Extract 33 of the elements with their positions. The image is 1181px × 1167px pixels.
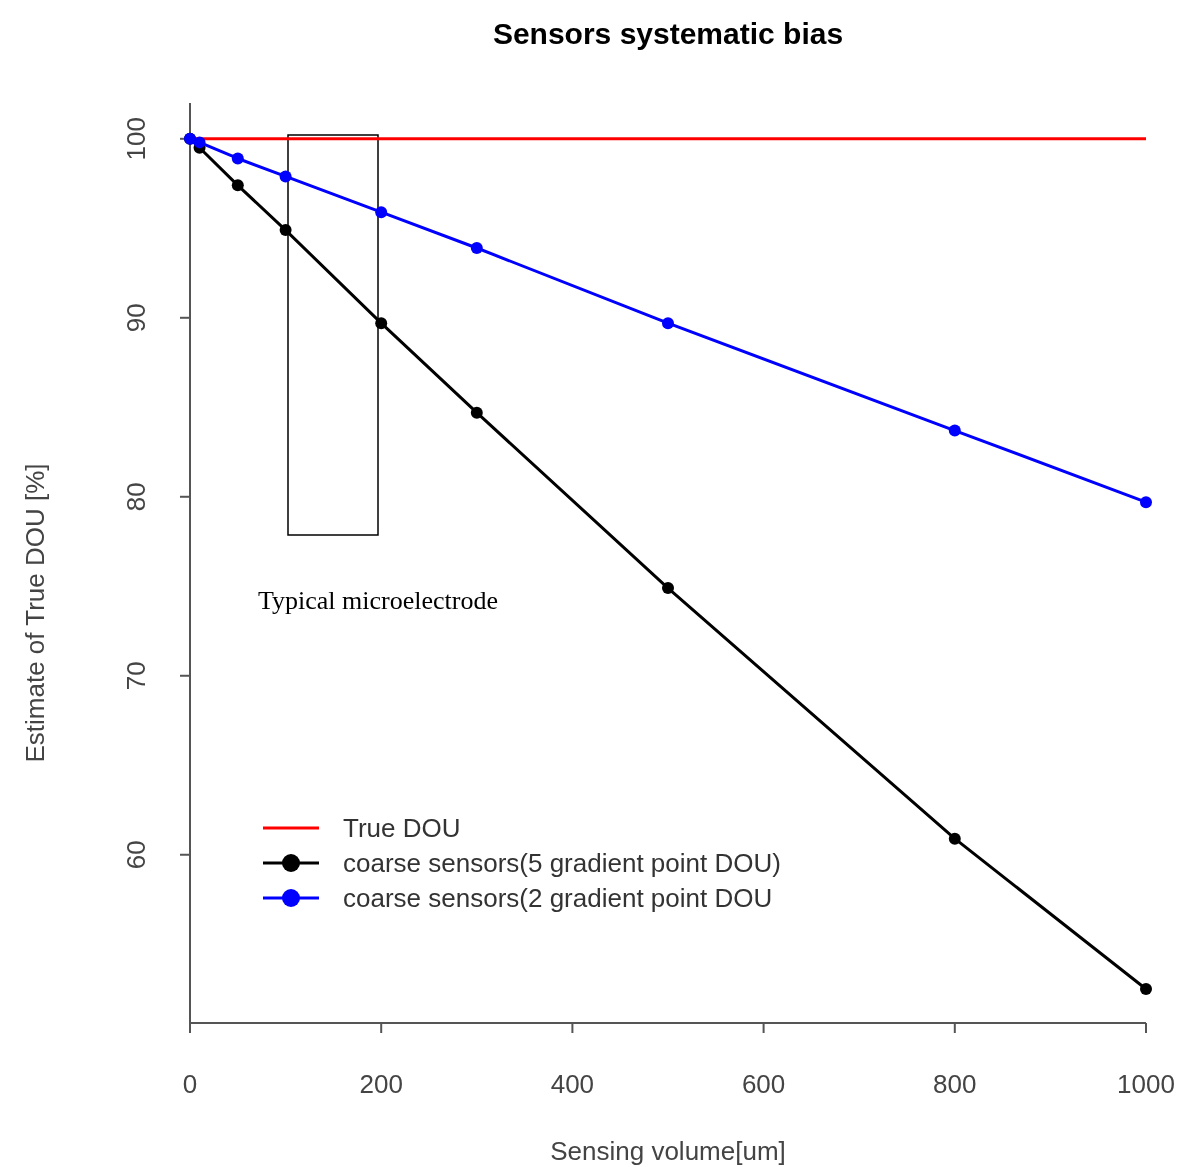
point: [231, 179, 244, 192]
y-tick-label: 100: [121, 117, 151, 161]
point: [279, 170, 292, 183]
legend-label: coarse sensors(5 gradient point DOU): [343, 848, 781, 878]
chart-title: Sensors systematic bias: [492, 17, 844, 50]
point: [1140, 982, 1152, 995]
y-tick-label: 80: [121, 482, 151, 512]
x-tick-label: 1000: [1117, 1069, 1175, 1099]
point: [279, 224, 292, 237]
x-tick-label: 200: [359, 1069, 403, 1099]
x-tick-label: 600: [741, 1069, 786, 1099]
point: [470, 406, 483, 419]
point: [948, 424, 961, 437]
legend-label: True DOU: [343, 813, 461, 843]
point: [470, 241, 483, 254]
point: [662, 317, 674, 330]
point: [948, 832, 961, 845]
annotation: Typical microelectrode: [258, 586, 499, 615]
point: [662, 582, 674, 595]
x-tick-label: 800: [933, 1069, 977, 1099]
point: [375, 317, 388, 330]
point: [193, 136, 206, 149]
point: [1140, 496, 1152, 509]
y-tick-label: 90: [121, 303, 151, 333]
y-tick-label: 60: [121, 840, 151, 870]
x-tick-label: 0: [182, 1069, 198, 1099]
x-axis-title: Sensing volume[um]: [550, 1136, 786, 1166]
y-tick-label: 70: [121, 661, 151, 691]
point: [231, 152, 244, 165]
legend-label: coarse sensors(2 gradient point DOU: [343, 883, 773, 913]
point: [375, 206, 388, 219]
y-axis-title: Estimate of True DOU [%]: [20, 463, 50, 763]
x-tick-label: 400: [550, 1069, 595, 1099]
